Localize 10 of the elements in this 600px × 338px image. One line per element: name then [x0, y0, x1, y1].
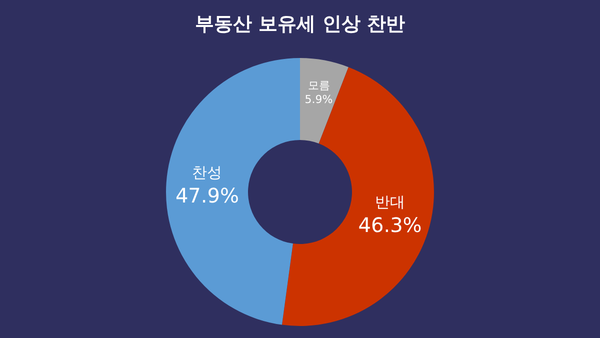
slice-label: 모름 — [308, 78, 330, 92]
chart-title: 부동산 보유세 인상 찬반 — [195, 13, 405, 35]
donut-slice — [300, 58, 348, 144]
data-label: 47.9% — [175, 184, 239, 208]
slice-label: 찬성 — [192, 164, 222, 182]
donut-slice — [282, 67, 434, 326]
data-label: 46.3% — [358, 213, 422, 238]
slice-label: 반대 — [375, 193, 406, 212]
data-label: 5.9% — [304, 92, 333, 106]
donut-slice — [166, 58, 300, 325]
